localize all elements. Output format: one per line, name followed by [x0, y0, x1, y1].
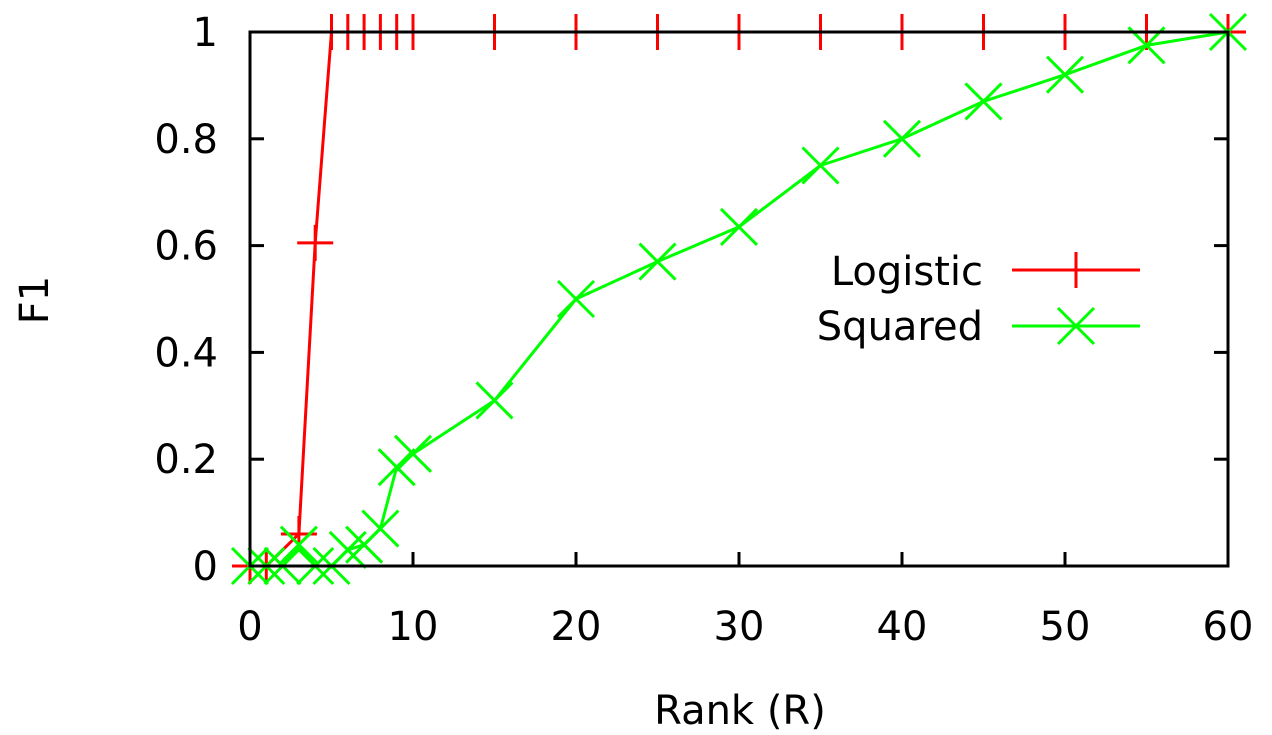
x-tick-label: 60: [1203, 604, 1254, 650]
data-point-squared: [882, 119, 922, 158]
data-point-squared: [556, 279, 596, 319]
data-point-squared: [328, 530, 367, 570]
series-layer: [230, 12, 1248, 586]
data-point-squared: [719, 207, 759, 246]
data-point-squared: [393, 434, 433, 473]
data-point-squared: [475, 381, 514, 420]
x-tick-label: 20: [551, 604, 602, 650]
x-tick-label: 30: [714, 604, 765, 650]
y-axis-title: F1: [12, 276, 58, 324]
legend: Logistic Squared: [817, 249, 1140, 350]
y-tick-label: 0.8: [154, 117, 218, 163]
legend-label-squared: Squared: [817, 304, 983, 350]
legend-marker-squared: [1056, 306, 1096, 346]
data-point-squared: [801, 146, 840, 185]
series-squared: [230, 12, 1248, 586]
labels-layer: 0 10 20 30 40 50 60 0 0.2 0.4 0.6 0.8 1: [154, 10, 1253, 650]
y-tick-label: 1: [193, 10, 218, 56]
series-line-squared: [250, 30, 1229, 568]
x-tick-label: 0: [237, 604, 262, 650]
x-tick-label: 10: [388, 604, 439, 650]
data-point-squared: [964, 82, 1003, 121]
plot-frame: [248, 30, 1230, 568]
y-tick-label: 0.6: [154, 224, 218, 270]
legend-marker-glyph-logistic: [1058, 252, 1094, 288]
data-point-squared: [361, 509, 400, 548]
x-tick-label: 40: [877, 604, 928, 650]
y-tick-label: 0: [193, 544, 218, 590]
legend-label-logistic: Logistic: [831, 249, 983, 295]
data-point-squared: [1045, 55, 1085, 94]
ticks-layer: [248, 30, 1230, 568]
x-axis-title: Rank (R): [654, 688, 826, 734]
y-tick-label: 0.2: [154, 437, 218, 483]
legend-marker-logistic: [1058, 252, 1094, 288]
x-tick-label: 50: [1040, 604, 1091, 650]
series-line-logistic: [250, 30, 1228, 568]
series-logistic: [232, 14, 1246, 584]
legend-marker-glyph-squared: [1056, 306, 1096, 346]
data-point-logistic: [297, 224, 334, 261]
y-tick-label: 0.4: [154, 330, 218, 376]
data-point-squared: [279, 525, 318, 564]
data-point-squared: [377, 448, 416, 487]
data-point-squared: [638, 242, 677, 281]
